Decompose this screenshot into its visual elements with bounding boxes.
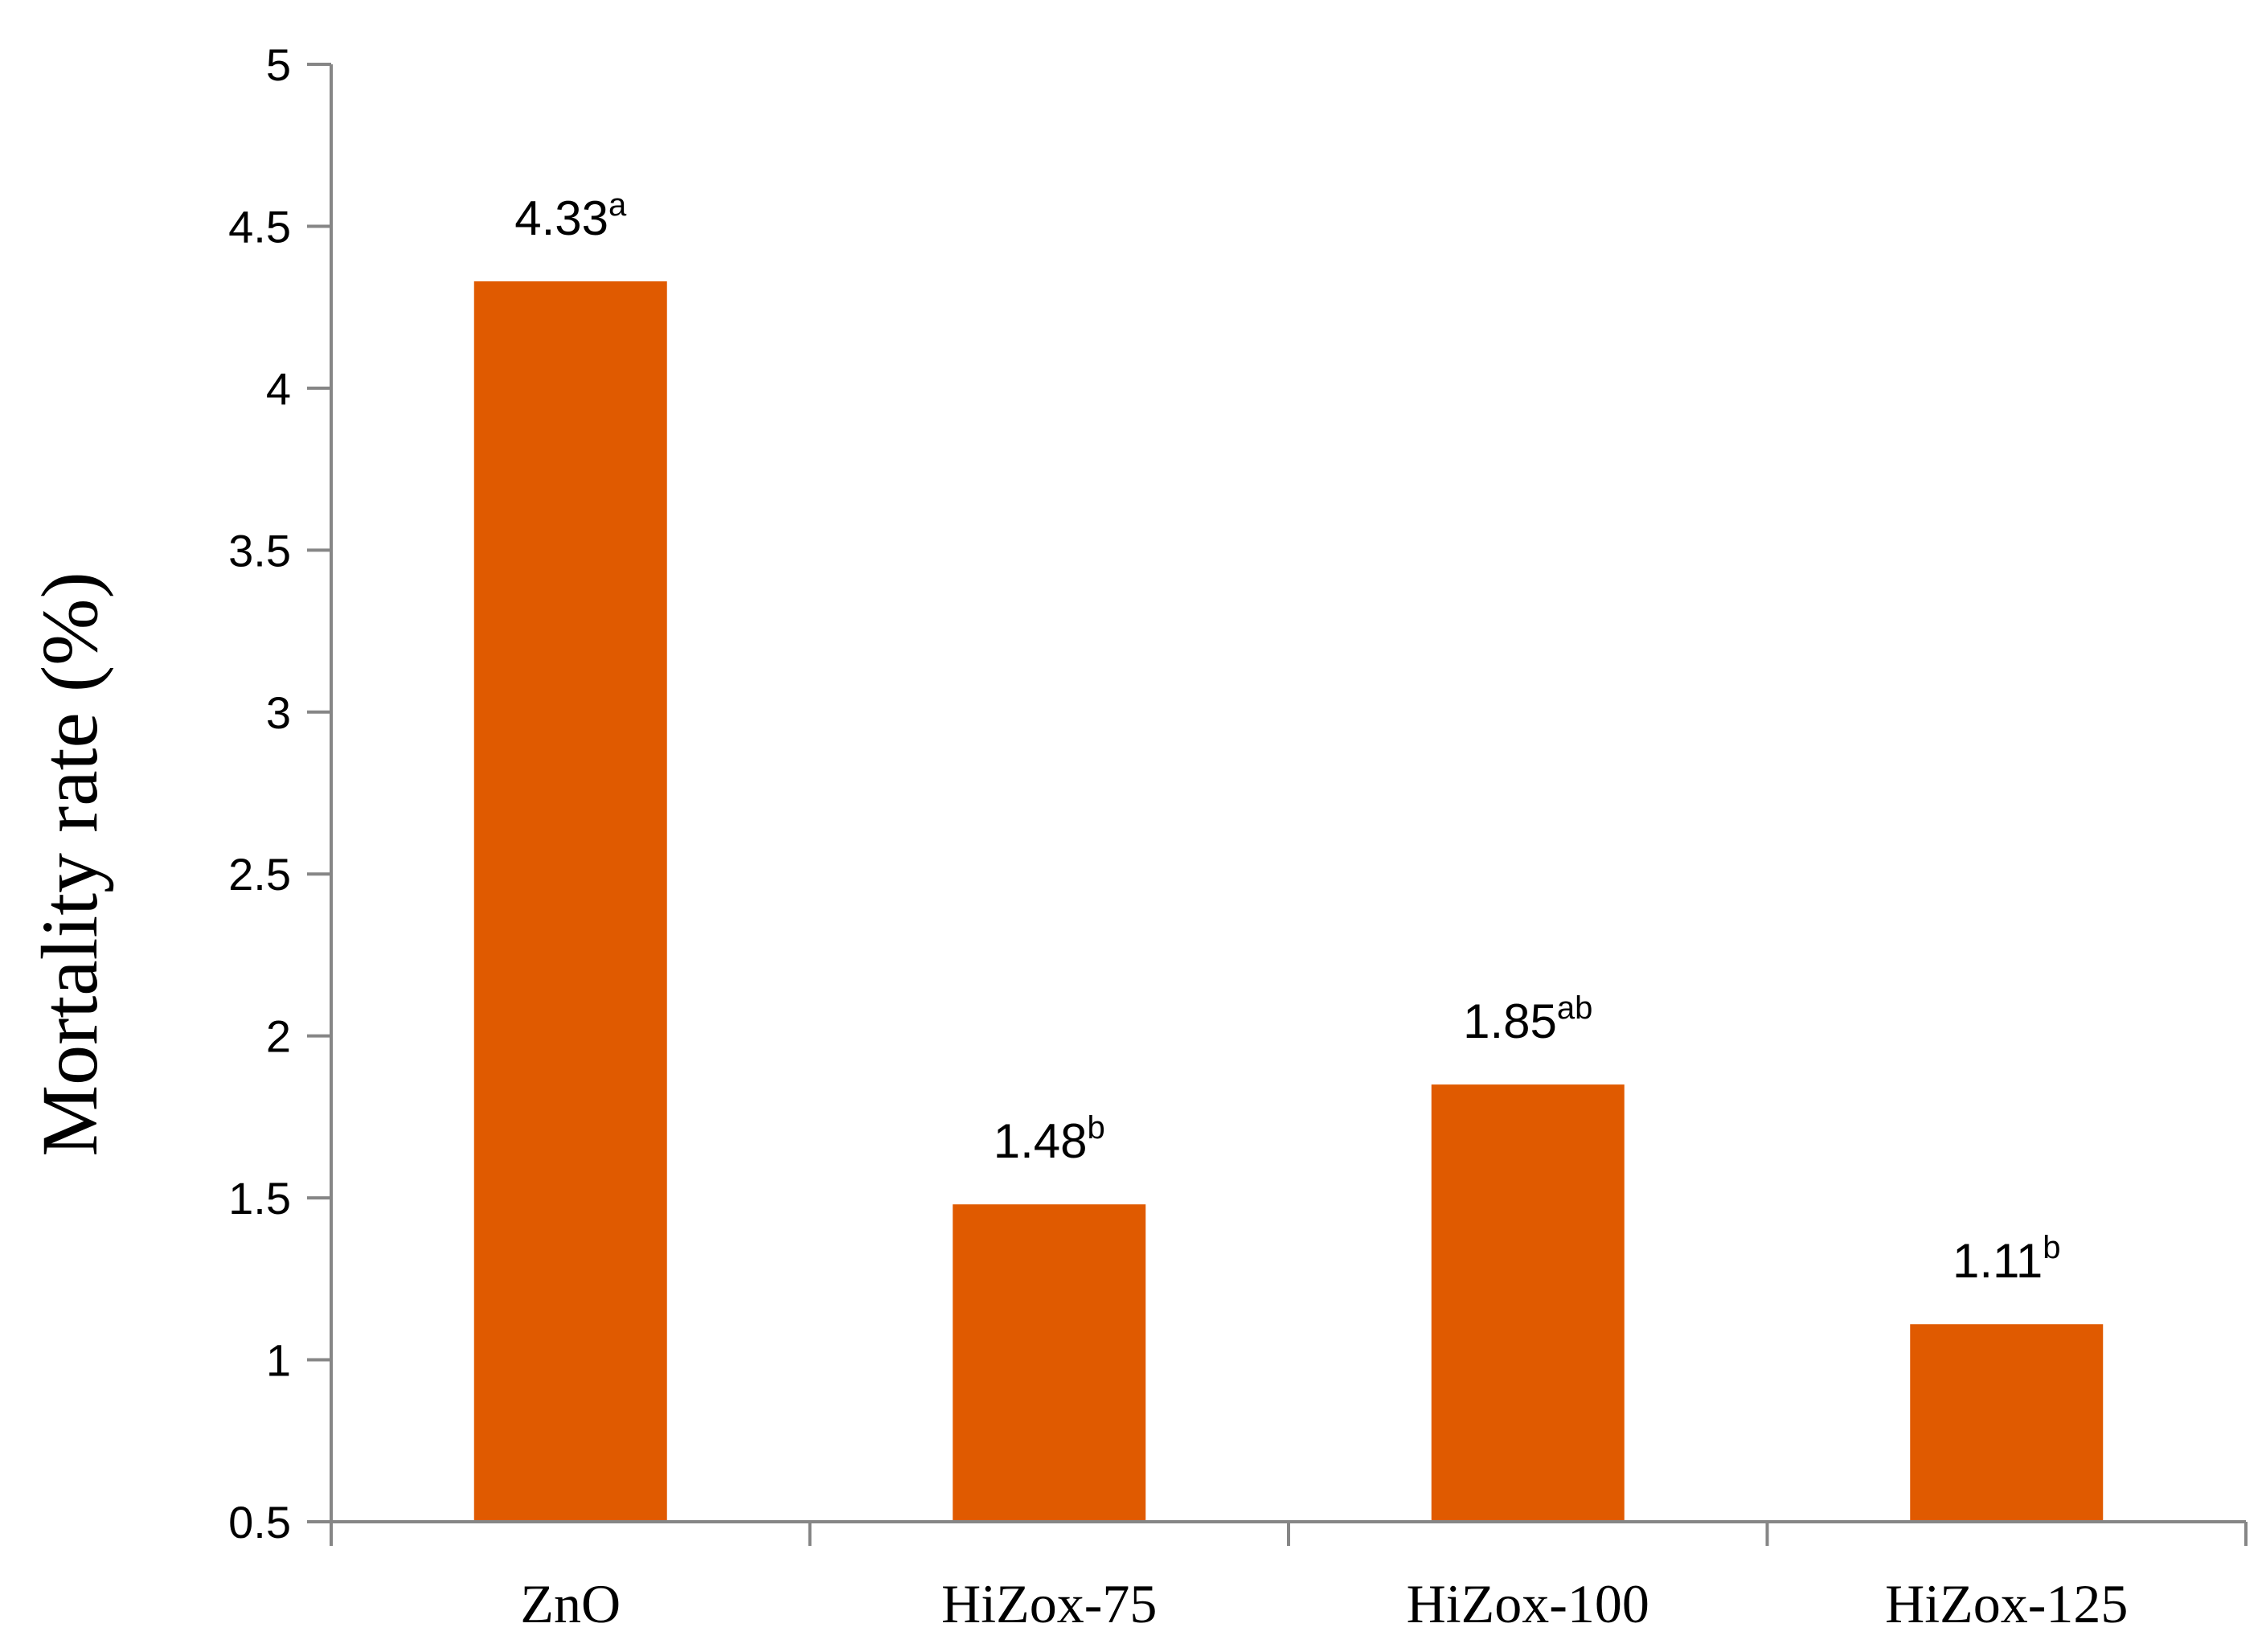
x-category-label: HiZox-100 (1407, 1573, 1649, 1634)
data-label: 1.85ab (1463, 990, 1592, 1048)
data-label-value: 1.48 (994, 1114, 1088, 1168)
x-axis: ZnO HiZox-75 HiZox-100 HiZox-125 (330, 1520, 2248, 1634)
bar (953, 1204, 1146, 1522)
y-tick-label: 1.5 (228, 1173, 291, 1224)
y-tick-label: 3 (266, 687, 291, 738)
y-axis-title: Mortality rate (%) (25, 572, 114, 1157)
bar (473, 281, 667, 1522)
data-label: 4.33a (514, 187, 627, 245)
y-tick-label: 2 (266, 1011, 291, 1062)
data-label: 1.11b (1953, 1230, 2061, 1288)
data-label: 1.48b (994, 1110, 1105, 1168)
data-label-superscript: a (609, 187, 627, 223)
x-category-label: HiZox-75 (941, 1573, 1157, 1634)
x-category-label: HiZox-125 (1885, 1573, 2128, 1634)
data-label-value: 4.33 (514, 191, 609, 245)
data-label-superscript: b (2043, 1230, 2060, 1265)
y-tick-label: 4.5 (228, 201, 291, 252)
y-tick-label: 2.5 (228, 849, 291, 900)
y-tick-label: 4 (266, 363, 291, 414)
data-label-value: 1.85 (1463, 994, 1557, 1048)
data-label-superscript: ab (1557, 990, 1593, 1026)
bar (1431, 1084, 1625, 1522)
y-tick-label: 1 (266, 1335, 291, 1386)
data-label-superscript: b (1088, 1110, 1105, 1146)
data-label-value: 1.11 (1953, 1234, 2043, 1288)
y-tick-label: 0.5 (228, 1497, 291, 1547)
bars (473, 281, 2104, 1522)
y-tick-label: 3.5 (228, 525, 291, 576)
y-axis: 0.5 1 1.5 2 2.5 3 3.5 4 4.5 5 (228, 39, 333, 1547)
x-category-label: ZnO (520, 1573, 621, 1634)
y-tick-label: 5 (266, 39, 291, 90)
bar (1910, 1324, 2104, 1522)
